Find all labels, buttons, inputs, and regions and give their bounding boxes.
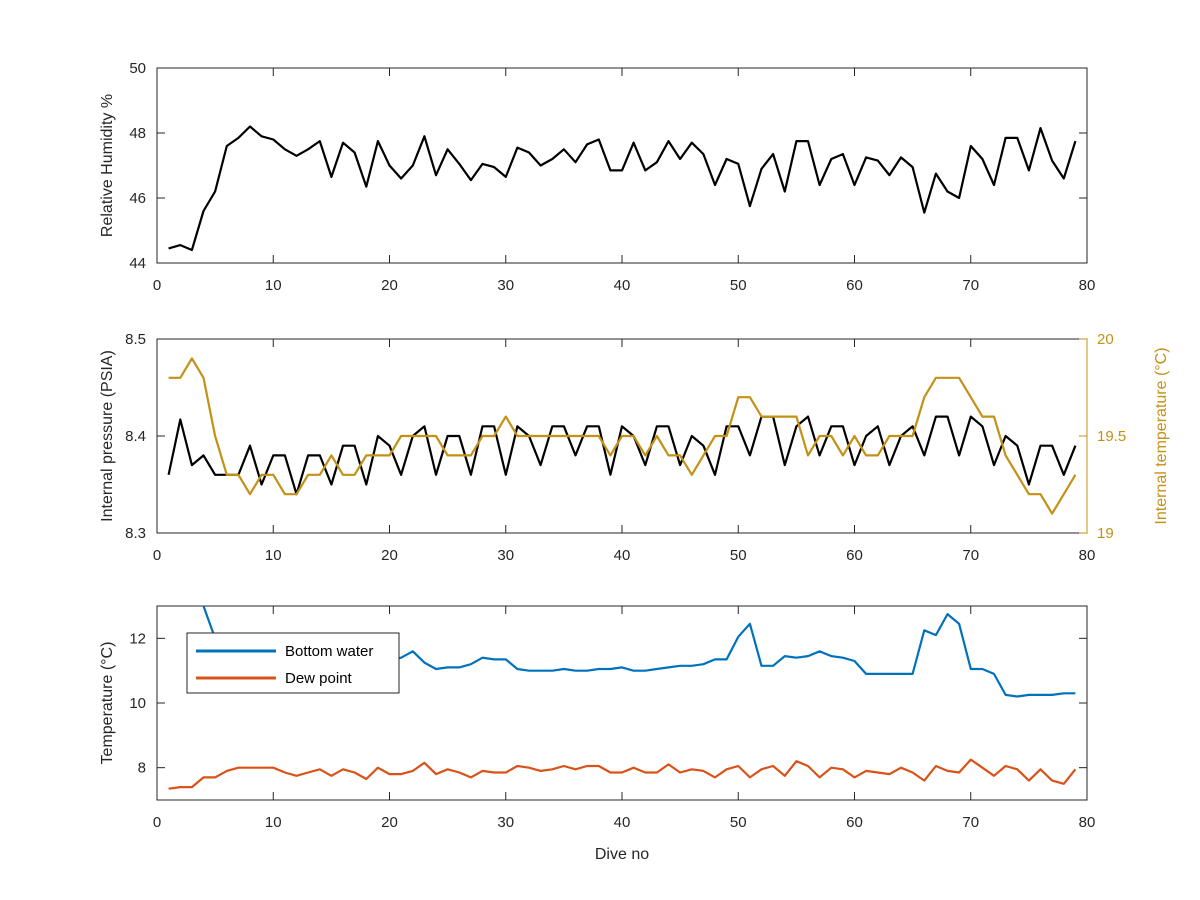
x-tick-label: 40 — [614, 547, 631, 564]
right-y-axis-label: Internal temperature (°C) — [1153, 347, 1170, 524]
series-line-0 — [168, 125, 1077, 252]
y-tick-label: 48 — [129, 125, 146, 142]
x-tick-label: 50 — [730, 547, 747, 564]
y-tick-label: 46 — [129, 190, 146, 207]
x-tick-label: 10 — [265, 547, 282, 564]
x-tick-label: 10 — [265, 814, 282, 831]
y-tick-label: 8.4 — [125, 428, 146, 445]
y-tick-label: 12 — [129, 630, 146, 647]
series-line-1 — [168, 357, 1077, 515]
y-tick-label: 44 — [129, 255, 146, 272]
right-y-tick-label: 20 — [1097, 331, 1114, 348]
x-tick-label: 20 — [381, 277, 398, 294]
legend-label: Dew point — [285, 670, 353, 687]
x-tick-label: 30 — [497, 547, 514, 564]
x-tick-label: 10 — [265, 277, 282, 294]
right-y-tick-label: 19 — [1097, 525, 1114, 542]
axes-frame — [156, 67, 1088, 264]
x-tick-label: 70 — [962, 277, 979, 294]
x-axis-label: Dive no — [595, 846, 649, 863]
y-tick-label: 8.3 — [125, 525, 146, 542]
y-tick-label: 50 — [129, 60, 146, 77]
x-tick-label: 20 — [381, 814, 398, 831]
x-tick-label: 80 — [1079, 814, 1096, 831]
y-axis-label: Internal pressure (PSIA) — [99, 350, 116, 522]
pressure-temperature-panel: 0 10 20 30 40 50 60 70 80 8.3 8.4 8.5 19 19.5 20 Intern… — [99, 331, 1170, 564]
x-tick-label: 50 — [730, 277, 747, 294]
temperature-panel: 0 10 20 30 40 50 60 70 80 8 10 12 Temperature (°C) Di… — [99, 605, 1096, 863]
legend-box — [186, 632, 400, 694]
x-tick-label: 80 — [1079, 547, 1096, 564]
x-tick-label: 60 — [846, 277, 863, 294]
x-tick-label: 0 — [153, 547, 161, 564]
y-tick-label: 8.5 — [125, 331, 146, 348]
x-tick-label: 80 — [1079, 277, 1096, 294]
legend-label: Bottom water — [285, 643, 373, 660]
humidity-panel: 0 10 20 30 40 50 60 70 80 44 46 48 50 Relative Humidi… — [99, 60, 1095, 294]
series-line-0 — [167, 415, 1077, 496]
y-axis-label: Relative Humidity % — [99, 94, 116, 237]
x-tick-label: 30 — [497, 277, 514, 294]
y-axis-label: Temperature (°C) — [99, 642, 116, 765]
dew-point-line — [168, 758, 1077, 790]
x-tick-label: 40 — [614, 277, 631, 294]
x-tick-label: 30 — [497, 814, 514, 831]
y-tick-label: 10 — [129, 695, 146, 712]
x-tick-label: 0 — [153, 277, 161, 294]
x-tick-label: 70 — [962, 814, 979, 831]
right-y-tick-label: 19.5 — [1097, 428, 1126, 445]
x-tick-label: 60 — [846, 547, 863, 564]
x-tick-label: 60 — [846, 814, 863, 831]
x-tick-label: 50 — [730, 814, 747, 831]
x-tick-label: 70 — [962, 547, 979, 564]
x-tick-label: 20 — [381, 547, 398, 564]
x-tick-label: 40 — [614, 814, 631, 831]
x-tick-label: 0 — [153, 814, 161, 831]
y-tick-label: 8 — [138, 760, 146, 777]
